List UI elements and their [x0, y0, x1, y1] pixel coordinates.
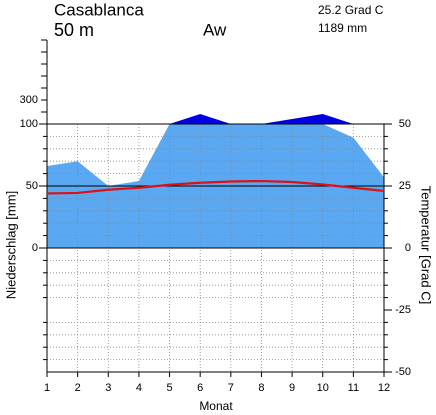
x-tick-label: 7 [228, 382, 234, 394]
elevation: 50 m [54, 20, 94, 40]
x-tick-label: 10 [317, 382, 329, 394]
chart-title: Casablanca [54, 0, 144, 19]
y-axis-label: Niederschlag [mm] [3, 191, 18, 299]
x-tick-label: 2 [75, 382, 81, 394]
x-tick-label: 6 [197, 382, 203, 394]
y2-tick-label: 25 [399, 180, 411, 192]
y2-tick-label: 0 [405, 242, 411, 254]
x-tick-label: 9 [289, 382, 295, 394]
y-tick-label: 50 [26, 180, 38, 192]
y2-axis-label: Temperatur [Grad C] [419, 186, 434, 305]
y2-tick-label: -50 [395, 366, 411, 378]
precipitation-excess-area [47, 114, 384, 124]
temperature-line [46, 179, 385, 195]
x-tick-label: 5 [166, 382, 172, 394]
climate-class: Aw [203, 20, 227, 39]
x-tick-label: 8 [258, 382, 264, 394]
x-tick-label: 11 [348, 382, 359, 394]
annual-temperature: 25.2 Grad C [318, 3, 384, 17]
y-tick-label: 0 [32, 242, 38, 254]
annual-precipitation: 1189 mm [318, 21, 367, 35]
x-tick-label: 4 [136, 382, 142, 394]
x-axis-label: Monat [199, 399, 233, 413]
y2-tick-label: -25 [395, 304, 411, 316]
y-tick-label: 100 [20, 118, 38, 130]
y2-tick-label: 50 [399, 118, 411, 130]
x-tick-label: 12 [378, 382, 390, 394]
y-tick-label: 300 [20, 94, 38, 106]
x-tick-label: 3 [105, 382, 111, 394]
x-tick-label: 1 [44, 382, 50, 394]
